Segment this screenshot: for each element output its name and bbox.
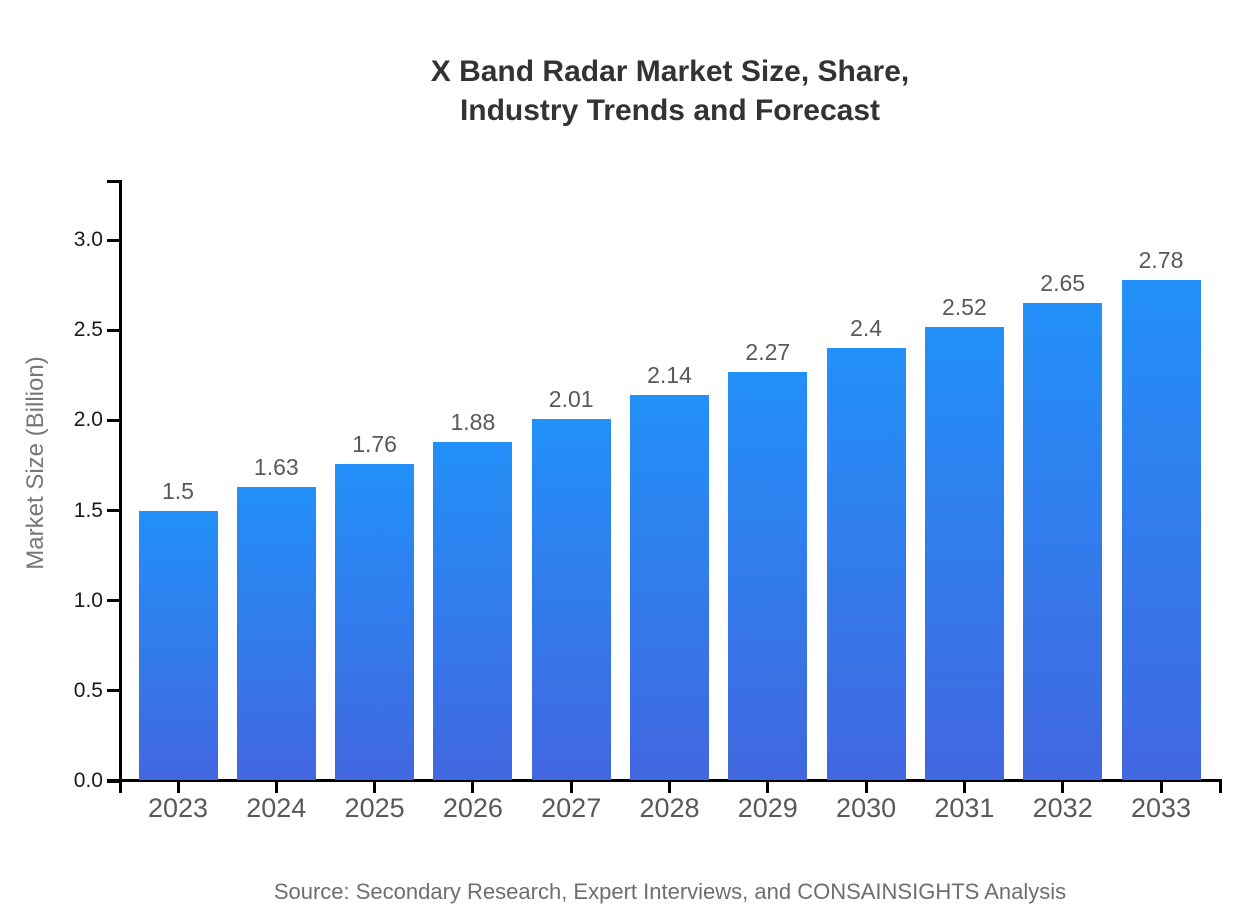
bar-value-label: 2.14: [647, 362, 692, 389]
y-tick-label: 3.0: [73, 228, 103, 251]
x-tick: [1159, 782, 1163, 793]
x-tick-label: 2026: [442, 793, 503, 823]
bar-value-label: 2.65: [1040, 270, 1086, 297]
x-tick-label: 2024: [246, 793, 307, 823]
x-tick-label: 2031: [934, 793, 995, 823]
x-tick-label: 2032: [1032, 793, 1093, 823]
y-tick: [107, 779, 119, 783]
bar-value-label: 1.76: [352, 430, 397, 457]
x-tick: [373, 782, 377, 793]
bar-2029: [728, 371, 808, 780]
y-tick: [107, 599, 119, 603]
chart-title: X Band Radar Market Size, Share, Industr…: [80, 52, 1260, 130]
y-tick-label: 2.5: [73, 318, 103, 342]
chart-title-line2: Industry Trends and Forecast: [459, 94, 881, 127]
y-tick-label: 1.5: [73, 498, 103, 522]
x-tick: [864, 782, 868, 793]
y-tick: [107, 509, 119, 512]
bar-2032: [1023, 303, 1103, 780]
bar-value-label: 2.52: [942, 293, 987, 320]
bar-2028: [630, 395, 709, 780]
bar-2027: [531, 418, 611, 780]
x-tick-label: 2025: [344, 793, 405, 823]
x-tick-label: 2033: [1130, 793, 1192, 823]
x-tick: [274, 782, 278, 793]
y-tick: [107, 418, 119, 422]
bar-2024: [236, 487, 316, 780]
bar-value-label: 1.63: [253, 454, 299, 481]
bar-2033: [1121, 279, 1201, 780]
bar-value-label: 2.01: [548, 385, 594, 412]
x-tick: [766, 782, 770, 793]
bar-2026: [433, 441, 513, 780]
x-tick: [569, 782, 573, 793]
x-tick-label: 2029: [737, 793, 798, 823]
x-axis-line: [107, 779, 1222, 782]
bar-value-label: 1.5: [162, 477, 194, 504]
y-axis-title: Market Size (Billion): [22, 356, 49, 570]
y-tick-label: 1.0: [73, 588, 103, 612]
y-tick-label: 2.0: [73, 408, 103, 432]
x-tick: [176, 782, 180, 793]
bar-2023: [138, 510, 218, 780]
source-note: Source: Secondary Research, Expert Inter…: [273, 879, 1067, 904]
x-tick: [1061, 782, 1065, 793]
bar-value-label: 2.27: [745, 338, 791, 365]
y-tick-label: 0.5: [73, 678, 103, 702]
y-tick: [107, 238, 119, 242]
x-tick: [668, 782, 671, 793]
y-tick: [107, 689, 119, 693]
bar-value-label: 2.4: [850, 315, 883, 342]
y-tick: [107, 328, 119, 332]
bar-value-label: 1.88: [450, 408, 496, 435]
x-axis-end-cap: [1219, 782, 1222, 793]
bar-2031: [924, 326, 1004, 780]
x-tick-label: 2023: [147, 793, 209, 823]
x-tick: [471, 782, 475, 793]
y-axis-top-cap: [107, 180, 119, 183]
bar-2030: [826, 348, 906, 780]
x-tick: [962, 782, 966, 793]
chart-title-line1: X Band Radar Market Size, Share,: [430, 55, 910, 88]
bar-2025: [335, 463, 415, 780]
x-tick-label: 2028: [639, 793, 700, 823]
y-axis-line: [119, 180, 122, 793]
x-tick-label: 2027: [541, 793, 602, 823]
bar-value-label: 2.78: [1138, 246, 1184, 273]
y-tick-label: 0.0: [73, 769, 103, 792]
x-tick-label: 2030: [836, 793, 897, 823]
